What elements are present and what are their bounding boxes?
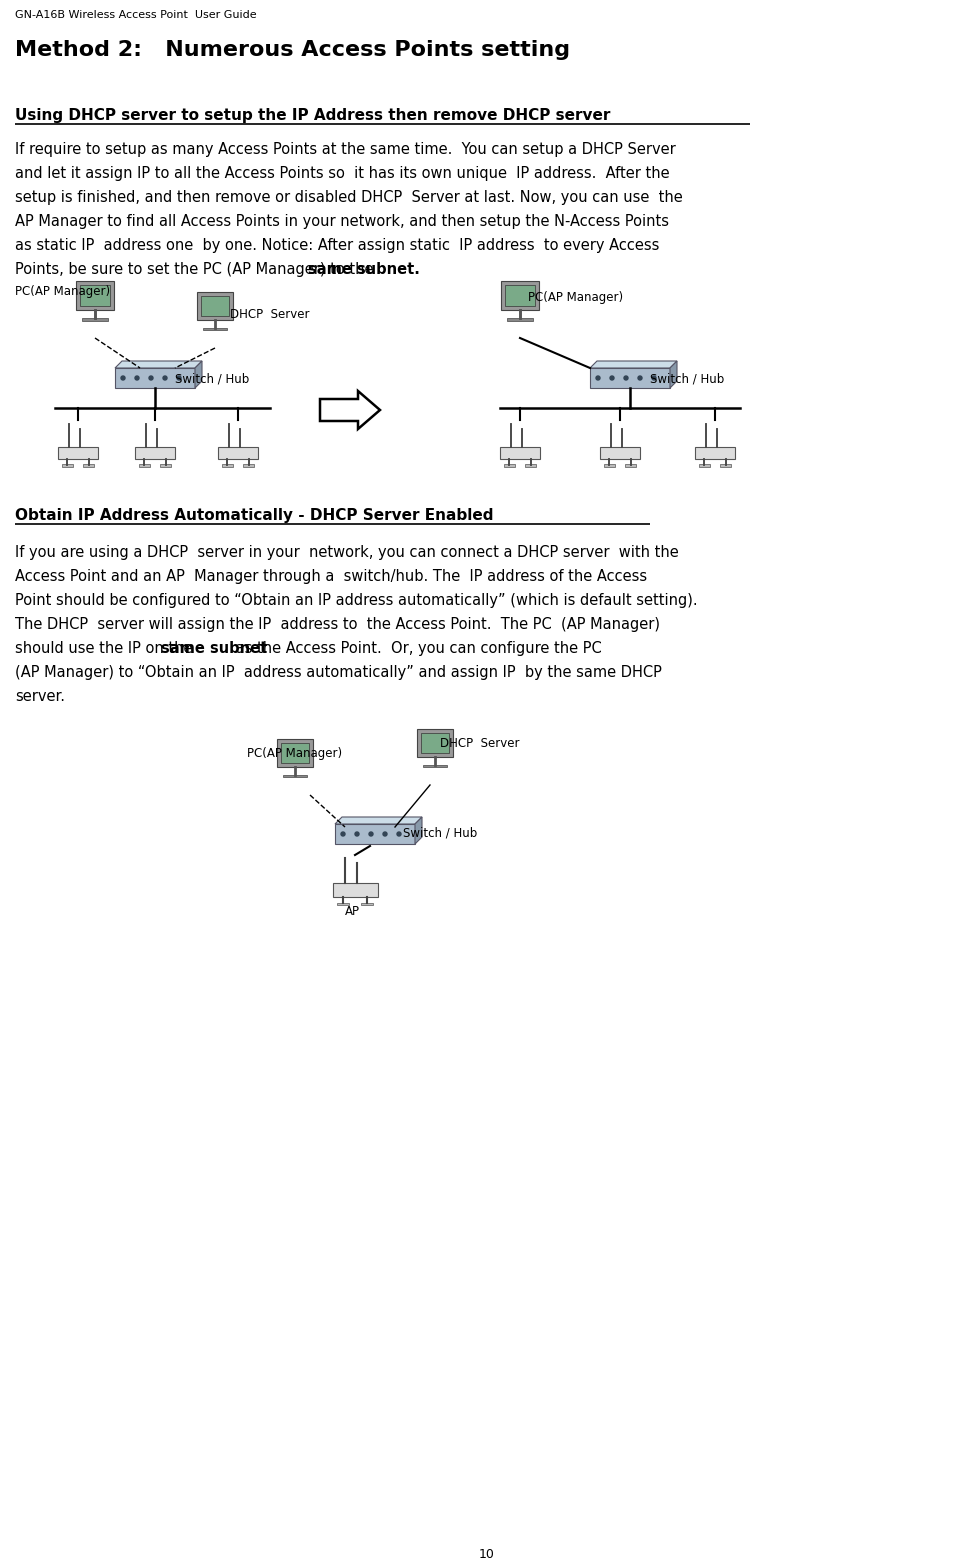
Bar	[221, 464, 233, 467]
Text: as static IP  address one  by one. Notice: After assign static  IP address  to e: as static IP address one by one. Notice:…	[15, 237, 659, 253]
Bar	[361, 903, 373, 904]
Polygon shape	[195, 361, 202, 387]
Circle shape	[652, 376, 656, 380]
Text: PC(AP Manager): PC(AP Manager)	[528, 291, 623, 305]
Bar	[625, 464, 637, 467]
Circle shape	[610, 376, 614, 380]
Text: DHCP  Server: DHCP Server	[230, 308, 309, 322]
Bar	[201, 297, 229, 316]
Circle shape	[149, 376, 153, 380]
Bar	[526, 464, 536, 467]
Bar	[135, 447, 176, 459]
Bar	[283, 775, 307, 776]
Text: Switch / Hub: Switch / Hub	[403, 826, 477, 840]
Circle shape	[397, 833, 401, 836]
Polygon shape	[335, 817, 422, 825]
Text: AP: AP	[345, 904, 360, 918]
Bar	[337, 903, 349, 904]
Circle shape	[369, 833, 373, 836]
Polygon shape	[415, 817, 422, 843]
Circle shape	[177, 376, 181, 380]
Bar	[332, 883, 377, 897]
Text: Points, be sure to set the PC (AP Manager) to the: Points, be sure to set the PC (AP Manage…	[15, 262, 378, 276]
Circle shape	[355, 833, 359, 836]
Text: Point should be configured to “Obtain an IP address automatically” (which is def: Point should be configured to “Obtain an…	[15, 594, 698, 608]
Circle shape	[341, 833, 345, 836]
Bar	[423, 764, 447, 767]
Bar	[83, 319, 107, 320]
Text: PC(AP Manager): PC(AP Manager)	[247, 747, 342, 761]
Bar	[161, 464, 172, 467]
Text: Method 2:   Numerous Access Points setting: Method 2: Numerous Access Points setting	[15, 41, 570, 59]
Text: If you are using a DHCP  server in your  network, you can connect a DHCP server : If you are using a DHCP server in your n…	[15, 545, 679, 561]
Text: Switch / Hub: Switch / Hub	[175, 372, 250, 384]
Bar	[699, 464, 710, 467]
Bar	[138, 464, 149, 467]
Text: and let it assign IP to all the Access Points so  it has its own unique  IP addr: and let it assign IP to all the Access P…	[15, 166, 670, 181]
FancyBboxPatch shape	[501, 281, 539, 309]
Bar	[281, 744, 309, 762]
Bar	[115, 369, 195, 387]
Bar	[600, 447, 641, 459]
Bar	[61, 464, 72, 467]
Text: PC(AP Manager): PC(AP Manager)	[15, 284, 110, 298]
Polygon shape	[115, 361, 202, 369]
Bar	[695, 447, 735, 459]
Bar	[244, 464, 254, 467]
Text: same subnet: same subnet	[161, 640, 267, 656]
Text: Using DHCP server to setup the IP Address then remove DHCP server: Using DHCP server to setup the IP Addres…	[15, 108, 610, 123]
FancyArrow shape	[320, 390, 380, 430]
Bar	[505, 284, 534, 306]
Text: The DHCP  server will assign the IP  address to  the Access Point.  The PC  (AP : The DHCP server will assign the IP addre…	[15, 617, 660, 633]
Circle shape	[383, 833, 387, 836]
Text: DHCP  Server: DHCP Server	[440, 737, 520, 750]
Bar	[504, 464, 515, 467]
Text: 10: 10	[479, 1548, 495, 1560]
Bar	[335, 825, 415, 843]
Text: If require to setup as many Access Points at the same time.  You can setup a DHC: If require to setup as many Access Point…	[15, 142, 676, 158]
Circle shape	[638, 376, 642, 380]
Text: server.: server.	[15, 689, 65, 704]
Text: Switch / Hub: Switch / Hub	[650, 372, 724, 384]
Circle shape	[135, 376, 139, 380]
Text: same subnet.: same subnet.	[307, 262, 419, 276]
Bar	[590, 369, 670, 387]
Bar	[58, 447, 98, 459]
Bar	[203, 328, 227, 330]
Text: (AP Manager) to “Obtain an IP  address automatically” and assign IP  by the same: (AP Manager) to “Obtain an IP address au…	[15, 665, 662, 679]
Bar	[421, 733, 449, 753]
FancyBboxPatch shape	[417, 729, 453, 758]
Bar	[80, 284, 110, 306]
Circle shape	[163, 376, 167, 380]
Text: should use the IP on the: should use the IP on the	[15, 640, 197, 656]
Text: AP Manager to find all Access Points in your network, and then setup the N-Acces: AP Manager to find all Access Points in …	[15, 214, 669, 230]
Bar	[721, 464, 731, 467]
FancyBboxPatch shape	[76, 281, 114, 309]
Text: setup is finished, and then remove or disabled DHCP  Server at last. Now, you ca: setup is finished, and then remove or di…	[15, 191, 682, 205]
Polygon shape	[590, 361, 677, 369]
Bar	[604, 464, 614, 467]
Bar	[84, 464, 95, 467]
Text: as the Access Point.  Or, you can configure the PC: as the Access Point. Or, you can configu…	[231, 640, 602, 656]
Circle shape	[624, 376, 628, 380]
Bar	[500, 447, 540, 459]
Text: GN-A16B Wireless Access Point  User Guide: GN-A16B Wireless Access Point User Guide	[15, 9, 256, 20]
Circle shape	[121, 376, 125, 380]
Bar	[217, 447, 258, 459]
Polygon shape	[670, 361, 677, 387]
FancyBboxPatch shape	[277, 739, 313, 767]
Text: Access Point and an AP  Manager through a  switch/hub. The  IP address of the Ac: Access Point and an AP Manager through a…	[15, 569, 647, 584]
FancyBboxPatch shape	[197, 292, 233, 320]
Text: Obtain IP Address Automatically - DHCP Server Enabled: Obtain IP Address Automatically - DHCP S…	[15, 508, 493, 523]
Circle shape	[596, 376, 600, 380]
Bar	[507, 319, 532, 320]
